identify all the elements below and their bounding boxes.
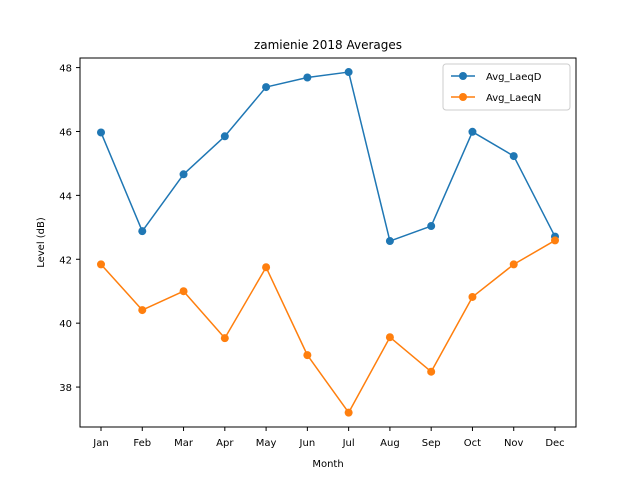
data-point-Avg_LaeqD xyxy=(97,128,105,137)
y-tick-label: 44 xyxy=(59,191,72,202)
x-tick-label: Aug xyxy=(380,438,400,449)
x-axis: Jan Feb Mar Apr May Jun Jul Aug Sep Oct Nov Dec xyxy=(92,427,565,449)
series-layer xyxy=(97,68,559,417)
data-point-Avg_LaeqD xyxy=(509,152,518,161)
x-axis-label: Month xyxy=(312,459,343,470)
x-tick-label: Dec xyxy=(545,438,564,449)
y-axis: 38 40 42 44 46 48 xyxy=(59,64,80,394)
x-tick-label: Mar xyxy=(174,438,194,449)
data-point-Avg_LaeqN xyxy=(468,292,477,301)
data-point-Avg_LaeqN xyxy=(344,408,353,417)
chart-title: zamienie 2018 Averages xyxy=(254,38,402,52)
legend: Avg_LaeqD Avg_LaeqN xyxy=(442,63,571,111)
data-point-Avg_LaeqN xyxy=(385,333,394,342)
data-point-Avg_LaeqN xyxy=(138,306,147,315)
legend-marker xyxy=(459,93,467,101)
legend-label: Avg_LaeqN xyxy=(486,93,541,104)
x-tick-label: Jan xyxy=(92,438,108,449)
x-tick-label: Apr xyxy=(216,438,234,449)
x-tick-label: Feb xyxy=(133,438,151,449)
data-point-Avg_LaeqD xyxy=(179,170,188,179)
y-tick-label: 46 xyxy=(59,127,72,138)
data-point-Avg_LaeqN xyxy=(551,236,559,245)
x-tick-label: Nov xyxy=(504,438,524,449)
data-point-Avg_LaeqN xyxy=(220,334,229,343)
data-point-Avg_LaeqN xyxy=(97,260,105,269)
data-point-Avg_LaeqD xyxy=(303,73,312,82)
x-tick-label: Jul xyxy=(342,438,355,449)
y-axis-label: Level (dB) xyxy=(36,217,47,268)
data-point-Avg_LaeqD xyxy=(344,68,353,77)
x-tick-label: Jun xyxy=(299,438,316,449)
data-point-Avg_LaeqN xyxy=(262,263,271,272)
y-tick-label: 38 xyxy=(59,383,72,394)
data-point-Avg_LaeqD xyxy=(138,227,147,236)
y-tick-label: 48 xyxy=(59,64,72,75)
y-tick-label: 42 xyxy=(59,255,72,266)
data-point-Avg_LaeqN xyxy=(179,287,188,296)
x-tick-label: May xyxy=(256,438,277,449)
data-point-Avg_LaeqD xyxy=(385,237,394,246)
data-point-Avg_LaeqD xyxy=(427,222,436,231)
data-point-Avg_LaeqN xyxy=(509,260,518,269)
data-point-Avg_LaeqN xyxy=(427,367,436,376)
legend-marker xyxy=(459,72,467,80)
data-point-Avg_LaeqD xyxy=(220,132,229,141)
series-line-Avg_LaeqN xyxy=(100,239,556,414)
plot-area xyxy=(79,57,577,428)
x-tick-label: Oct xyxy=(464,438,481,449)
y-tick-label: 40 xyxy=(59,319,72,330)
data-point-Avg_LaeqN xyxy=(303,351,312,360)
series-line-Avg_LaeqD xyxy=(100,71,556,242)
x-tick-label: Sep xyxy=(422,438,441,449)
data-point-Avg_LaeqD xyxy=(468,127,477,136)
data-point-Avg_LaeqD xyxy=(262,83,271,92)
legend-label: Avg_LaeqD xyxy=(486,72,542,83)
